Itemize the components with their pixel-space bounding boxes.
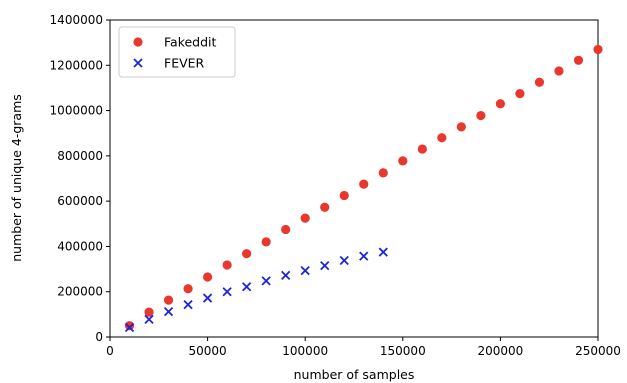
legend-label-fever: FEVER (164, 56, 205, 71)
data-point-fever (183, 299, 193, 310)
data-point-fakeddit (281, 224, 291, 235)
data-point-fakeddit (144, 307, 154, 317)
data-point-fakeddit (339, 190, 349, 201)
data-point-fakeddit (378, 168, 388, 178)
x-tick-label: 150000 (380, 344, 426, 358)
data-point-fakeddit (261, 237, 271, 247)
data-point-fever (320, 261, 330, 271)
data-point-fakeddit (203, 272, 213, 282)
x-tick-label: 100000 (282, 344, 328, 358)
data-point-fever (222, 287, 232, 297)
series-fever (124, 247, 388, 333)
data-point-fakeddit (222, 260, 232, 270)
x-axis: 0 50000 100000 150000 200000 250000 (106, 337, 621, 358)
data-point-fakeddit (320, 202, 330, 212)
x-tick-label: 200000 (477, 344, 523, 358)
data-point-fever (202, 293, 213, 303)
data-point-fakeddit (124, 321, 135, 331)
series-fakeddit (124, 44, 603, 331)
data-point-fakeddit (242, 249, 252, 259)
data-point-fever (261, 276, 271, 286)
data-point-fakeddit (593, 44, 603, 55)
data-point-fakeddit (300, 213, 310, 223)
legend-marker-fakeddit (133, 37, 143, 47)
legend: Fakeddit FEVER (118, 26, 236, 78)
data-point-fakeddit (398, 156, 408, 166)
legend-marker-fever (133, 58, 143, 68)
y-tick-label: 1400000 (50, 13, 103, 27)
data-point-fever (281, 270, 291, 281)
data-point-fakeddit (437, 133, 447, 143)
x-tick-label: 50000 (189, 344, 227, 358)
data-point-fever (163, 307, 174, 317)
data-point-fever (378, 247, 388, 257)
y-tick-label: 800000 (57, 149, 103, 163)
y-tick-label: 1200000 (50, 58, 103, 72)
data-point-fakeddit (534, 77, 545, 87)
data-point-fever (124, 322, 135, 333)
data-point-fever (242, 282, 252, 292)
data-point-fever (339, 255, 349, 266)
y-tick-label: 200000 (57, 285, 103, 299)
legend-box (118, 26, 236, 78)
data-point-fakeddit (515, 88, 525, 99)
data-point-fever (144, 314, 154, 324)
data-point-fakeddit (183, 284, 193, 294)
y-axis-label: number of unique 4-grams (9, 94, 24, 262)
data-point-fakeddit (456, 122, 466, 132)
x-tick-label: 250000 (575, 344, 621, 358)
legend-label-fakeddit: Fakeddit (164, 35, 217, 50)
y-tick-label: 0 (95, 330, 103, 344)
data-point-fever (300, 266, 310, 276)
y-tick-label: 1000000 (50, 104, 103, 118)
data-point-fakeddit (495, 99, 505, 109)
data-point-fever (359, 251, 369, 261)
y-axis: 0 200000 400000 600000 800000 1000000 1200000 1… (50, 13, 110, 344)
series-layer (124, 44, 603, 333)
data-point-fakeddit (573, 55, 584, 65)
x-tick-label: 0 (106, 344, 114, 358)
x-axis-label: number of samples (294, 367, 415, 382)
data-point-fakeddit (417, 144, 427, 154)
y-tick-label: 400000 (57, 239, 103, 253)
data-point-fakeddit (476, 110, 486, 121)
data-point-fakeddit (554, 66, 564, 76)
data-point-fakeddit (163, 295, 174, 305)
y-tick-label: 600000 (57, 194, 103, 208)
data-point-fakeddit (359, 179, 369, 189)
